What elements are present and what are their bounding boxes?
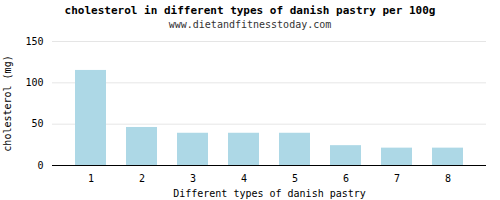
svg-text:5: 5 <box>292 173 298 184</box>
svg-text:1: 1 <box>88 173 94 184</box>
svg-text:Different types of danish past: Different types of danish pastry <box>173 188 366 199</box>
svg-text:50: 50 <box>31 118 43 129</box>
svg-text:2: 2 <box>139 173 145 184</box>
svg-text:100: 100 <box>25 77 43 88</box>
svg-text:6: 6 <box>343 173 349 184</box>
html-text:cholesterol in different types: cholesterol in different types of danish… <box>64 4 436 17</box>
html-text:www.dietandfitnesstoday.com: www.dietandfitnesstoday.com <box>168 19 332 30</box>
svg-text:0: 0 <box>37 160 43 171</box>
svg-text:4: 4 <box>241 173 247 184</box>
svg-text:8: 8 <box>445 173 451 184</box>
svg-text:cholesterol (mg): cholesterol (mg) <box>2 55 13 151</box>
svg-text:7: 7 <box>394 173 400 184</box>
svg-text:150: 150 <box>25 36 43 47</box>
svg-text:3: 3 <box>190 173 196 184</box>
